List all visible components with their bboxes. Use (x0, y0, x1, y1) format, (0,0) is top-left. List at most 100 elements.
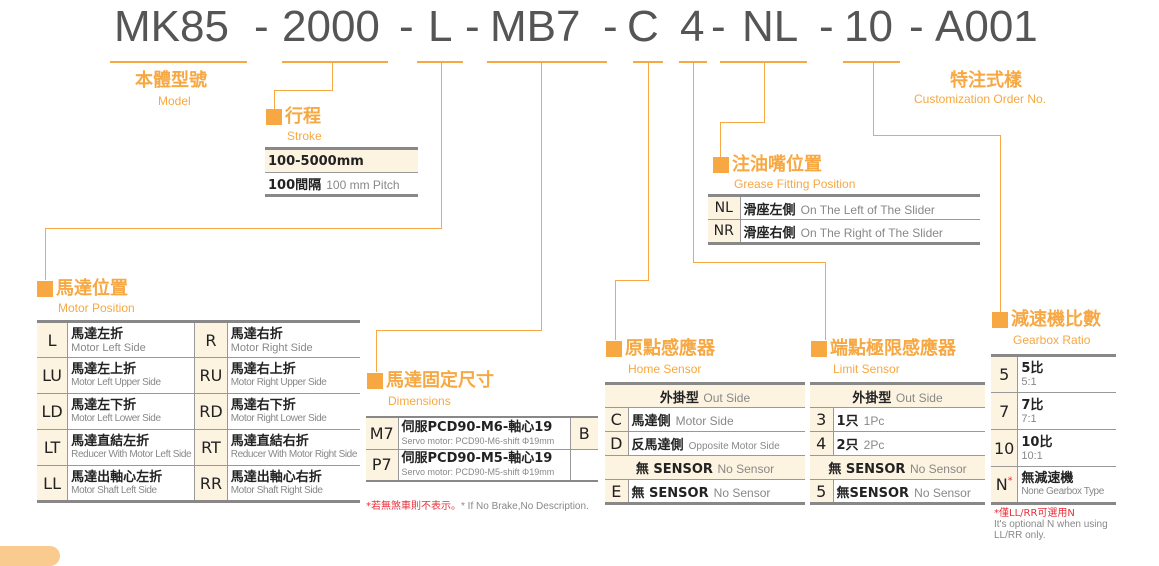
sensor-en: No Sensor (713, 485, 771, 500)
connector (720, 122, 721, 158)
code-model: MK85 (114, 2, 229, 51)
dimension-zh: 伺服PCD90-M6-軸心19 (401, 419, 553, 435)
connector (764, 62, 765, 123)
motor-position-en: Motor Right Lower Side (230, 413, 327, 424)
code-dash: - (254, 2, 269, 51)
dimension-code: M7 (366, 417, 399, 450)
code-dash: - (399, 2, 414, 51)
stroke-pitch-zh: 100間隔 (268, 178, 322, 193)
home-sensor-subtitle: Home Sensor (628, 362, 702, 376)
connector (693, 62, 694, 263)
motor-position-code: LT (37, 429, 69, 466)
motor-position-subtitle: Motor Position (58, 301, 135, 315)
motor-position-zh: 馬達出軸心右折 (230, 469, 322, 485)
header-en: No Sensor (909, 462, 967, 476)
gearbox-code: 7 (999, 401, 1010, 421)
motor-position-zh: 馬達右折 (230, 326, 283, 342)
gearbox-row: 7 7比 7:1 (991, 392, 1116, 430)
motor-position-zh: 馬達直結右折 (230, 434, 309, 449)
connector (615, 280, 649, 281)
sensor-code: D (605, 431, 629, 456)
header-zh: 無 SENSOR (635, 462, 713, 477)
section-marker (37, 281, 53, 297)
connector (45, 228, 442, 229)
connector (1000, 135, 1001, 312)
motor-position-code: RR (194, 465, 228, 502)
gearbox-subtitle: Gearbox Ratio (1013, 333, 1091, 347)
gearbox-mark: * (1007, 475, 1013, 487)
sensor-zh: 1只 (836, 414, 859, 429)
connector (376, 330, 542, 331)
motor-position-zh: 馬達右上折 (230, 362, 296, 377)
motor-position-row: LU 馬達左上折 Motor Left Upper Side RU 馬達右上折 Mot… (37, 357, 360, 394)
note-en: It's optional N when using LL/RR only. (994, 519, 1108, 541)
gearbox-row: 5 5比 5:1 (991, 355, 1116, 393)
motor-position-code: RD (194, 393, 228, 430)
limit-sensor-subtitle: Limit Sensor (833, 362, 900, 376)
gearbox-table: 5 5比 5:1 7 7比 7:1 10 10比 10:1 N* 無減速機 None Gear… (991, 354, 1116, 505)
dimensions-subtitle: Dimensions (388, 394, 451, 408)
section-marker (266, 109, 282, 125)
dimensions-note: *若無煞車則不表示。* If No Brake,No Description. (366, 494, 589, 513)
gearbox-en: 7:1 (1021, 412, 1037, 425)
underline (417, 61, 463, 63)
code-motor-position: L (428, 2, 453, 51)
motor-position-code: LD (37, 393, 69, 430)
sensor-zh: 無SENSOR (836, 485, 910, 501)
section-marker (367, 373, 383, 389)
connector (541, 62, 542, 331)
sensor-code: 5 (810, 479, 834, 504)
gearbox-code: 5 (999, 365, 1010, 384)
motor-position-en: Motor Right Side (230, 341, 313, 354)
connector (615, 280, 616, 340)
sensor-zh: 反馬達側 (631, 438, 684, 453)
home-sensor-title: 原點感應器 (625, 338, 715, 359)
customization-subtitle: Customization Order No. (914, 92, 1047, 106)
code-custom: A001 (935, 2, 1038, 51)
connector (720, 122, 765, 123)
motor-position-en: Motor Shaft Left Side (71, 484, 157, 496)
connector (274, 90, 333, 91)
connector (441, 62, 442, 229)
gearbox-zh: 無減速機 (1021, 471, 1074, 486)
connector (45, 228, 46, 280)
code-dash: - (711, 2, 726, 51)
underline (487, 61, 607, 63)
motor-position-code: R (194, 321, 228, 358)
header-en: Out Side (703, 390, 751, 405)
stroke-range: 100-5000mm (265, 148, 418, 173)
note-zh: *僅LL/RR可選用N (994, 508, 1075, 519)
motor-position-table: L 馬達左折 Motor Left Side R 馬達右折 Motor Right S… (37, 320, 360, 503)
grease-code: NL (708, 195, 741, 220)
gearbox-title: 減速機比數 (1011, 309, 1101, 330)
connector (332, 62, 333, 91)
grease-zh: 滑座右側 (743, 225, 796, 241)
stroke-pitch-en: 100 mm Pitch (326, 178, 400, 192)
sensor-zh: 無 SENSOR (631, 485, 709, 501)
note-zh: *若無煞車則不表示。 (366, 501, 461, 512)
code-dash: - (909, 2, 924, 51)
sensor-en: No Sensor (914, 485, 971, 500)
motor-position-en: Reducer With Motor Left Side (71, 449, 192, 460)
section-marker (606, 341, 622, 357)
motor-position-row: LL 馬達出軸心左折 Motor Shaft Left Side RR 馬達出軸心右… (37, 465, 360, 502)
motor-position-code: LL (37, 465, 69, 502)
sensor-zh: 馬達側 (631, 414, 671, 429)
motor-position-zh: 馬達右下折 (230, 398, 296, 413)
dimension-en: Servo motor: PCD90-M6-shift Φ19mm (401, 435, 555, 446)
grease-title: 注油嘴位置 (732, 154, 822, 175)
code-home-sensor: C (627, 2, 659, 51)
grease-subtitle: Grease Fitting Position (734, 177, 856, 191)
motor-position-zh: 馬達出軸心左折 (71, 469, 163, 485)
gearbox-en: None Gearbox Type (1021, 486, 1104, 497)
connector (873, 135, 1000, 136)
code-dimensions: MB7 (490, 2, 581, 51)
motor-position-title: 馬達位置 (56, 278, 128, 299)
dimension-code: P7 (366, 449, 399, 482)
connector (825, 262, 826, 340)
home-sensor-table: 外掛型 Out Side C 馬達側 Motor Side D 反馬達側 Oppos… (605, 382, 805, 505)
gearbox-code: N (995, 475, 1008, 494)
section-marker (811, 341, 827, 357)
gearbox-en: 5:1 (1021, 376, 1037, 388)
motor-position-en: Motor Left Lower Side (71, 413, 161, 424)
